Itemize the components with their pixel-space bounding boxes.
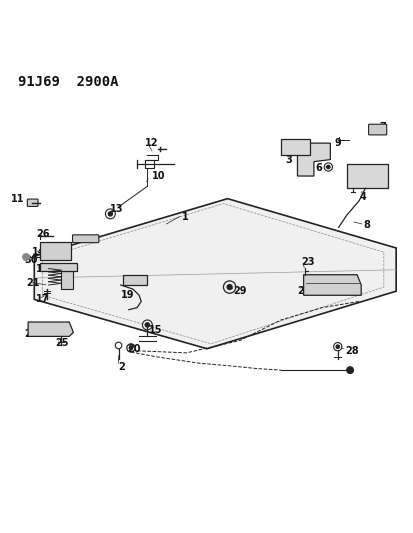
Circle shape	[129, 346, 132, 350]
Polygon shape	[28, 322, 73, 336]
Text: 24: 24	[24, 329, 38, 340]
Text: 28: 28	[344, 346, 358, 356]
Text: 91J69  2900A: 91J69 2900A	[18, 75, 118, 90]
Text: 5: 5	[354, 171, 361, 181]
Text: 6: 6	[315, 163, 321, 173]
Polygon shape	[346, 164, 387, 188]
FancyBboxPatch shape	[368, 124, 386, 135]
Polygon shape	[122, 274, 147, 285]
Text: 4: 4	[358, 191, 365, 201]
Text: 22: 22	[297, 286, 310, 296]
Polygon shape	[40, 242, 71, 260]
FancyBboxPatch shape	[72, 235, 99, 243]
Text: 26: 26	[36, 229, 50, 239]
Circle shape	[23, 254, 29, 260]
Circle shape	[326, 165, 329, 168]
Text: 23: 23	[301, 257, 314, 268]
Text: 11: 11	[10, 193, 24, 204]
Text: 15: 15	[149, 325, 163, 335]
Circle shape	[108, 212, 112, 216]
Text: 12: 12	[145, 138, 159, 148]
Polygon shape	[61, 271, 73, 289]
Text: 30: 30	[24, 255, 38, 265]
Text: 9: 9	[334, 138, 340, 148]
Text: 7: 7	[379, 122, 385, 132]
Text: 1: 1	[182, 212, 189, 222]
Text: 25: 25	[55, 337, 68, 348]
FancyBboxPatch shape	[27, 199, 38, 206]
Text: 29: 29	[233, 286, 247, 296]
Text: 18: 18	[128, 278, 142, 288]
Text: 14: 14	[32, 247, 45, 257]
Polygon shape	[280, 139, 309, 156]
Text: 13: 13	[110, 204, 123, 214]
Circle shape	[145, 323, 149, 327]
Circle shape	[346, 367, 353, 374]
Polygon shape	[297, 143, 330, 176]
Text: 8: 8	[362, 220, 369, 230]
Circle shape	[335, 345, 339, 349]
Text: 16: 16	[36, 263, 50, 273]
Polygon shape	[34, 199, 395, 349]
Text: 3: 3	[285, 155, 291, 165]
Text: 2: 2	[118, 362, 125, 372]
Text: 27: 27	[77, 235, 91, 245]
Text: 17: 17	[36, 294, 50, 304]
Polygon shape	[40, 263, 77, 271]
Text: 10: 10	[151, 171, 165, 181]
Polygon shape	[303, 274, 360, 295]
Text: 19: 19	[120, 290, 134, 300]
Circle shape	[227, 285, 232, 289]
Text: 20: 20	[126, 344, 140, 354]
Text: 21: 21	[26, 278, 40, 288]
